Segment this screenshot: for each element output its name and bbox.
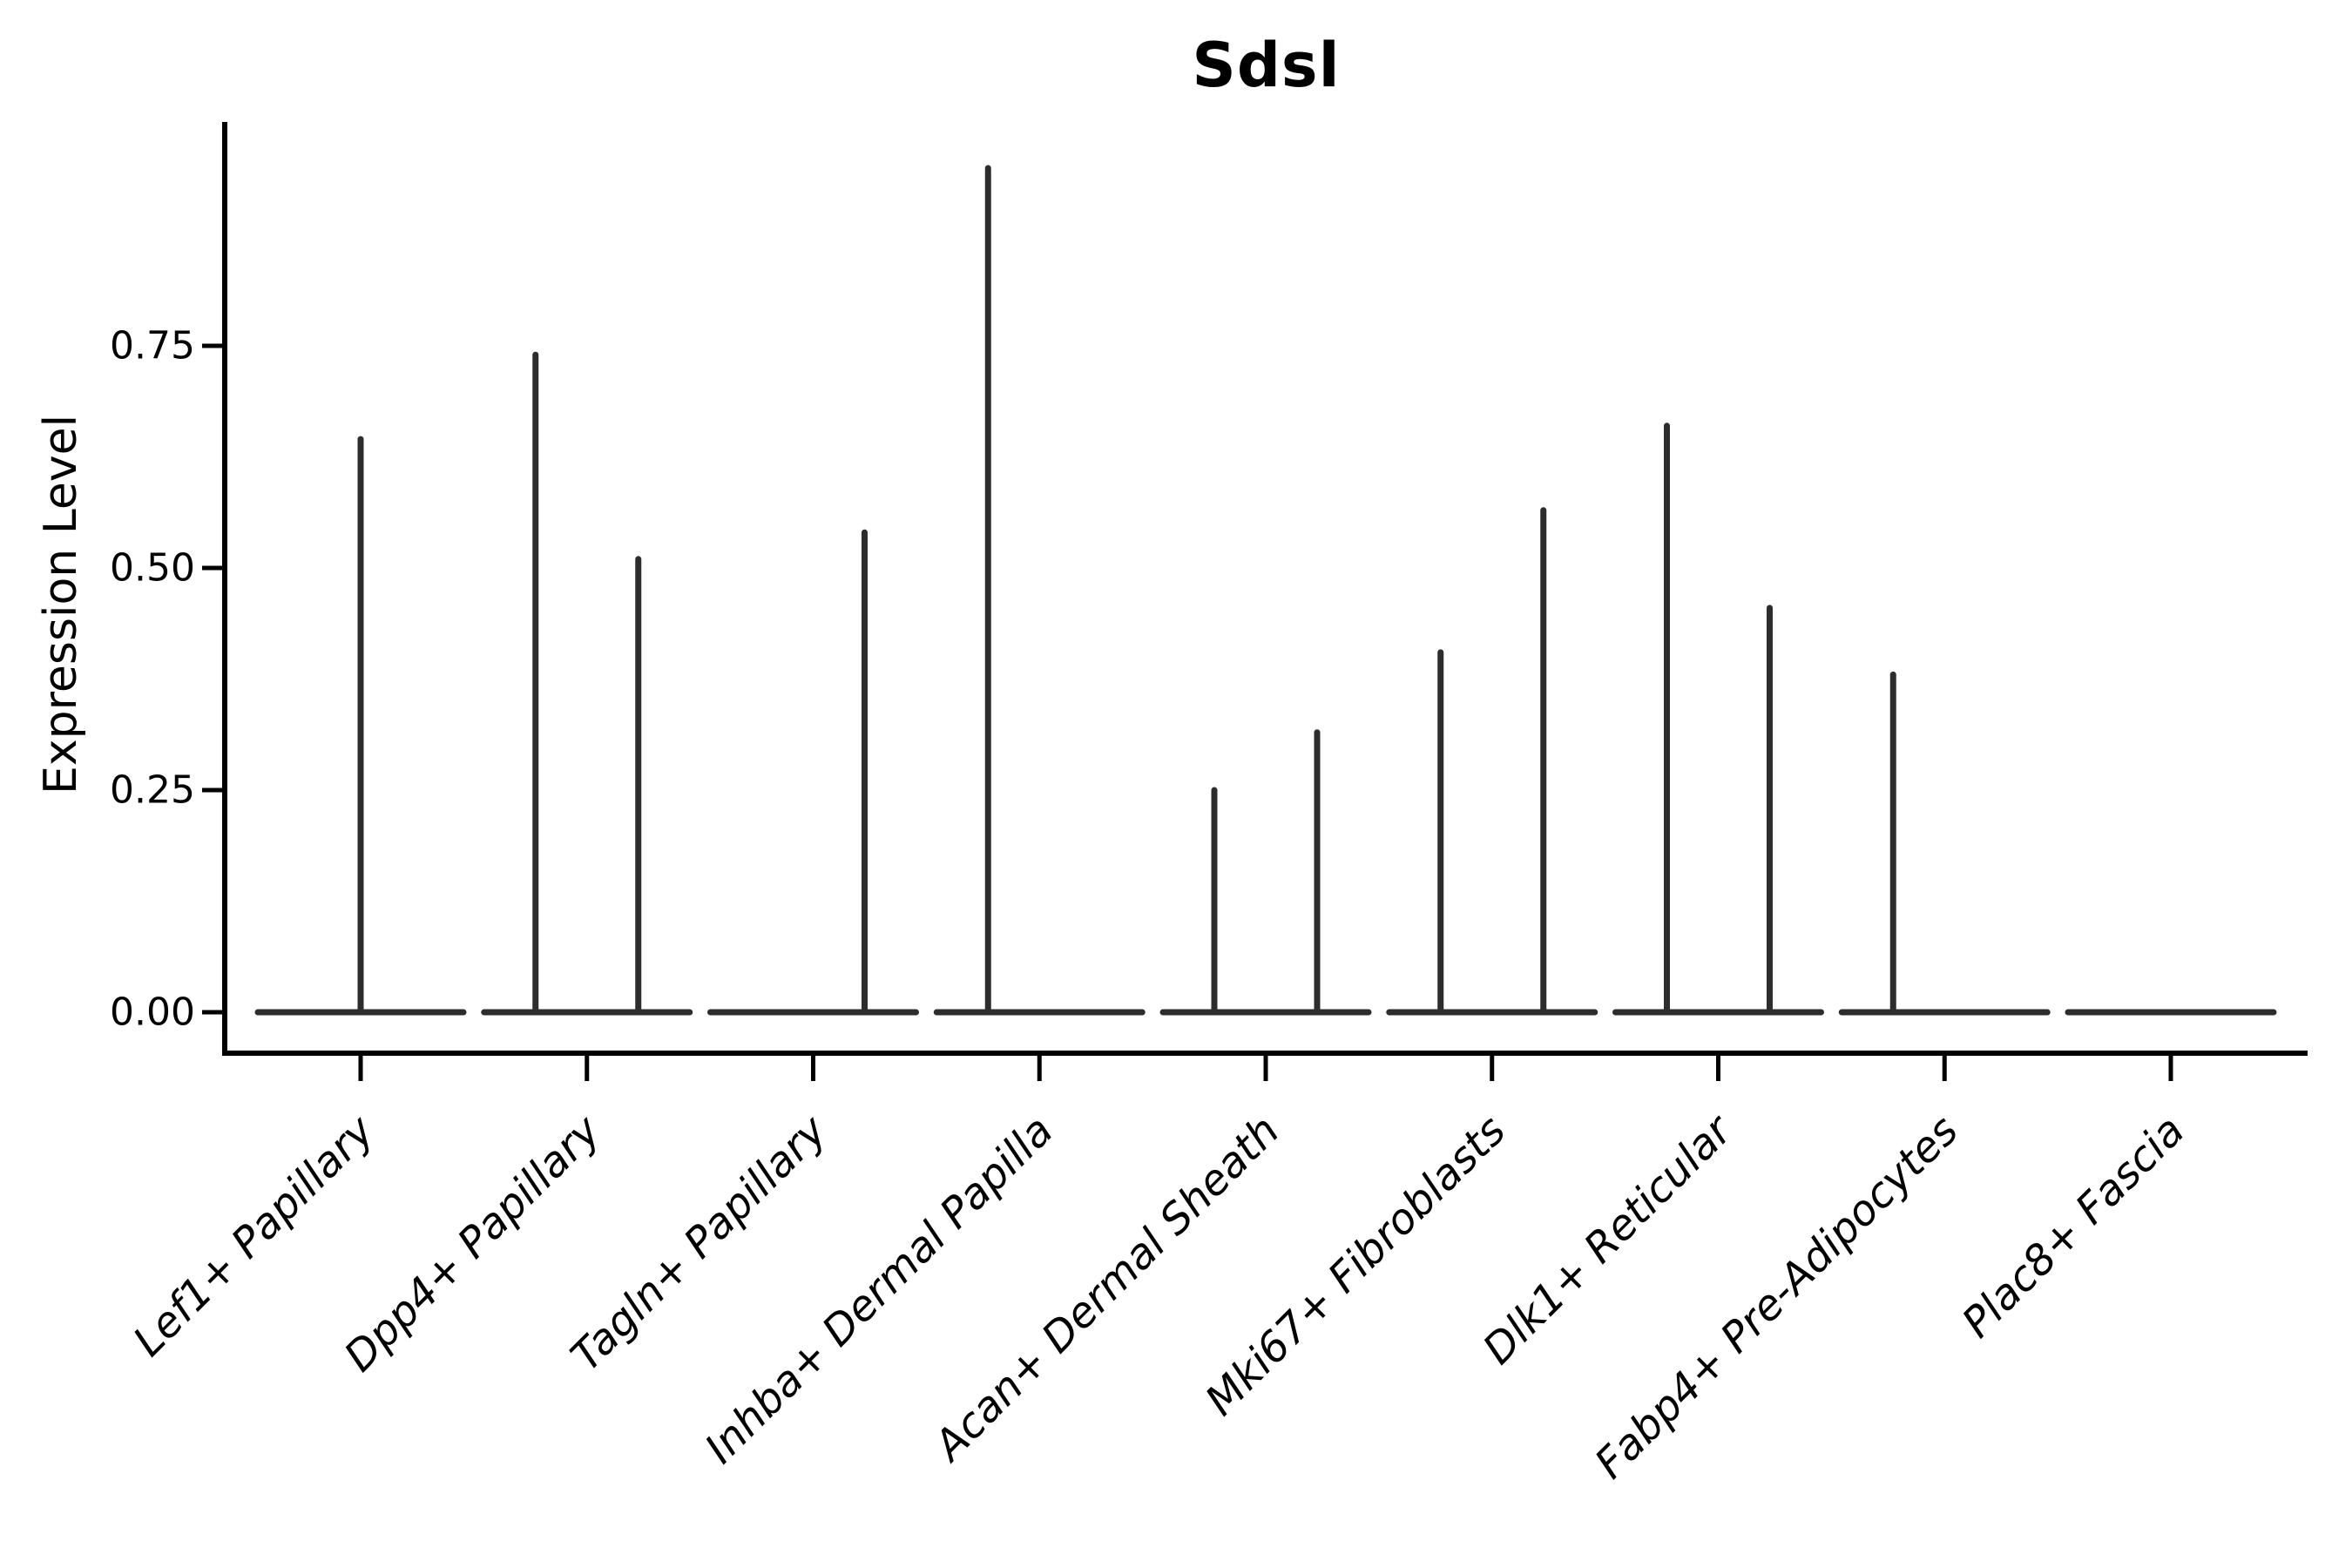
x-tick-label: Plac8+ Fascia <box>1953 1106 2194 1348</box>
y-tick-label: 0.75 <box>110 324 195 368</box>
x-tick-label: Lef1+ Papillary <box>124 1105 384 1366</box>
y-tick-label: 0.25 <box>110 768 195 813</box>
plot-title: Sdsl <box>1192 30 1341 101</box>
y-tick-label: 0.50 <box>110 546 195 591</box>
x-tick-label: Dlk1+ Reticular <box>1474 1105 1744 1375</box>
y-tick-label: 0.00 <box>110 990 195 1035</box>
x-tick-label: Fabp4+ Pre-Adipocytes <box>1585 1106 1968 1489</box>
